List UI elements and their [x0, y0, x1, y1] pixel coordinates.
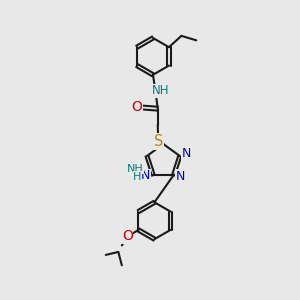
Text: O: O	[131, 100, 142, 115]
Text: NH: NH	[127, 164, 144, 174]
Text: N: N	[176, 170, 185, 183]
Text: H: H	[133, 172, 142, 182]
Text: O: O	[122, 230, 133, 244]
Text: NH: NH	[152, 84, 170, 98]
Text: N: N	[182, 147, 191, 160]
Text: N: N	[141, 169, 151, 182]
Text: S: S	[154, 134, 163, 149]
